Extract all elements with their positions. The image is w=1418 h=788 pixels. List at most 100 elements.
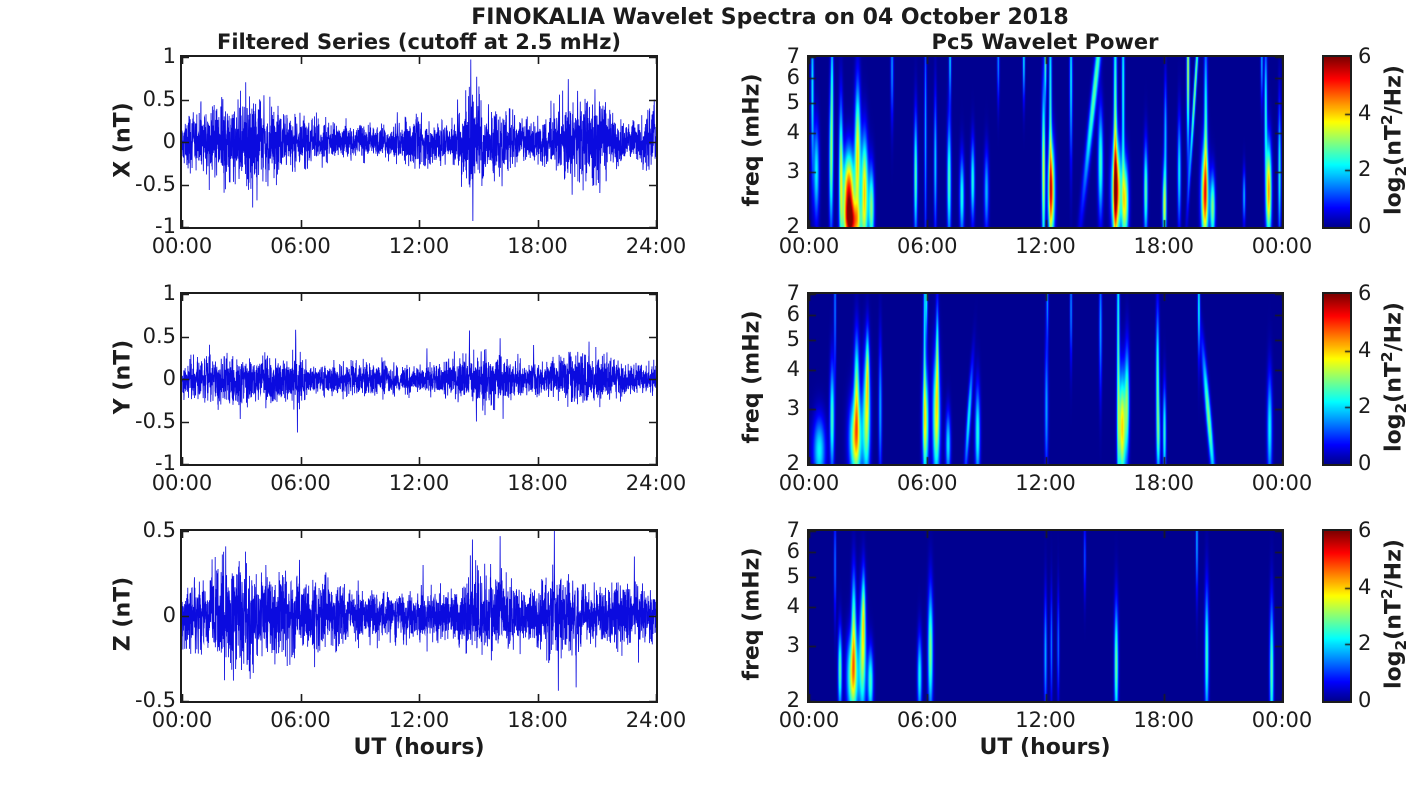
tick-label: 12:00 xyxy=(388,234,450,258)
tick-label: 00:00 xyxy=(778,471,840,495)
y-series-canvas xyxy=(182,294,656,464)
tick-label: 0 xyxy=(162,129,176,153)
tick-label: 00:00 xyxy=(1251,471,1313,495)
colorbar-row3 xyxy=(1322,529,1352,703)
x-wavelet-plot xyxy=(807,55,1284,229)
tick-label: 7 xyxy=(786,518,800,542)
tick-label: 5 xyxy=(786,326,800,351)
tick-label: 00:00 xyxy=(778,708,840,732)
tick-label: 7 xyxy=(786,44,800,68)
tick-label: 4 xyxy=(786,356,800,381)
tick-label: 18:00 xyxy=(1133,708,1195,732)
x-series-plot xyxy=(180,55,658,229)
left-x-axis-label: UT (hours) xyxy=(353,735,485,760)
tick-label: -0.5 xyxy=(135,171,176,196)
tick-label: 2 xyxy=(786,688,800,712)
tick-label: 3 xyxy=(786,632,800,657)
tick-label: -1 xyxy=(155,214,176,238)
colorbar-label: log2(nT2/Hz) xyxy=(1378,302,1410,452)
tick-label: 06:00 xyxy=(896,234,958,258)
z-wavelet-plot xyxy=(807,529,1284,703)
tick-label: 1 xyxy=(162,281,176,305)
tick-label: 0 xyxy=(162,603,176,627)
tick-label: 00:00 xyxy=(151,708,213,732)
tick-label: 0 xyxy=(162,366,176,390)
colorbar-gradient xyxy=(1324,57,1350,227)
tick-label: 4 xyxy=(1358,337,1372,362)
z-series-canvas xyxy=(182,531,656,701)
x-wavelet-heatmap xyxy=(809,57,1282,227)
tick-label: 18:00 xyxy=(507,708,568,732)
colorbar-gradient xyxy=(1324,531,1350,701)
tick-label: 4 xyxy=(1358,100,1372,125)
tick-label: 6 xyxy=(786,301,800,326)
colorbar-row2 xyxy=(1322,292,1352,466)
tick-label: 12:00 xyxy=(388,471,450,495)
tick-label: 5 xyxy=(786,563,800,588)
tick-label: 6 xyxy=(1358,518,1372,542)
z-wavelet-heatmap xyxy=(809,531,1282,701)
tick-label: 2 xyxy=(786,451,800,475)
tick-label: 2 xyxy=(1358,394,1372,419)
tick-label: 0 xyxy=(1358,451,1372,475)
tick-label: 0 xyxy=(1358,214,1372,238)
colorbar-gradient xyxy=(1324,294,1350,464)
tick-label: 2 xyxy=(1358,157,1372,182)
tick-label: 4 xyxy=(786,119,800,144)
tick-label: 0.5 xyxy=(142,323,176,348)
tick-label: 6 xyxy=(1358,281,1372,305)
tick-label: -0.5 xyxy=(135,688,176,712)
x-series-canvas xyxy=(182,57,656,227)
tick-label: 2 xyxy=(1358,631,1372,656)
tick-label: 18:00 xyxy=(507,234,568,258)
tick-label: 0 xyxy=(1358,688,1372,712)
tick-label: 7 xyxy=(786,281,800,305)
tick-label: 00:00 xyxy=(1251,708,1313,732)
tick-label: 12:00 xyxy=(1015,234,1076,258)
tick-label: 12:00 xyxy=(1015,471,1076,495)
tick-label: 00:00 xyxy=(1251,234,1313,258)
right-column-title: Pc5 Wavelet Power xyxy=(931,30,1159,54)
left-column-title: Filtered Series (cutoff at 2.5 mHz) xyxy=(216,30,622,54)
tick-label: 3 xyxy=(786,158,800,183)
z-series-plot xyxy=(180,529,658,703)
tick-label: 6 xyxy=(786,64,800,89)
tick-label: 06:00 xyxy=(270,234,331,258)
tick-label: -0.5 xyxy=(135,408,176,433)
tick-label: 24:00 xyxy=(625,471,687,495)
right-x-axis-label: UT (hours) xyxy=(979,735,1111,760)
tick-label: 5 xyxy=(786,89,800,114)
tick-label: 6 xyxy=(1358,44,1372,68)
colorbar-label: log2(nT2/Hz) xyxy=(1378,539,1410,689)
colorbar-row1 xyxy=(1322,55,1352,229)
tick-label: 12:00 xyxy=(388,708,450,732)
tick-label: 18:00 xyxy=(507,471,568,495)
tick-label: 6 xyxy=(786,538,800,563)
tick-label: 2 xyxy=(786,214,800,238)
tick-label: 00:00 xyxy=(151,234,213,258)
tick-label: 1 xyxy=(162,44,176,68)
tick-label: 24:00 xyxy=(625,234,687,258)
tick-label: 24:00 xyxy=(625,708,687,732)
tick-label: 06:00 xyxy=(896,471,958,495)
tick-label: 18:00 xyxy=(1133,471,1195,495)
tick-label: 3 xyxy=(786,395,800,420)
y-wavelet-plot xyxy=(807,292,1284,466)
tick-label: 0.5 xyxy=(142,518,176,542)
tick-label: 06:00 xyxy=(896,708,958,732)
tick-label: 12:00 xyxy=(1015,708,1076,732)
tick-label: 0.5 xyxy=(142,86,176,111)
colorbar-label: log2(nT2/Hz) xyxy=(1378,65,1410,215)
y-series-plot xyxy=(180,292,658,466)
tick-label: -1 xyxy=(155,451,176,475)
tick-label: 4 xyxy=(1358,574,1372,599)
figure-title: FINOKALIA Wavelet Spectra on 04 October … xyxy=(471,5,1069,30)
tick-label: 00:00 xyxy=(151,471,213,495)
tick-label: 4 xyxy=(786,593,800,618)
tick-label: 06:00 xyxy=(270,708,331,732)
tick-label: 06:00 xyxy=(270,471,331,495)
y-wavelet-heatmap xyxy=(809,294,1282,464)
tick-label: 18:00 xyxy=(1133,234,1195,258)
tick-label: 00:00 xyxy=(778,234,840,258)
